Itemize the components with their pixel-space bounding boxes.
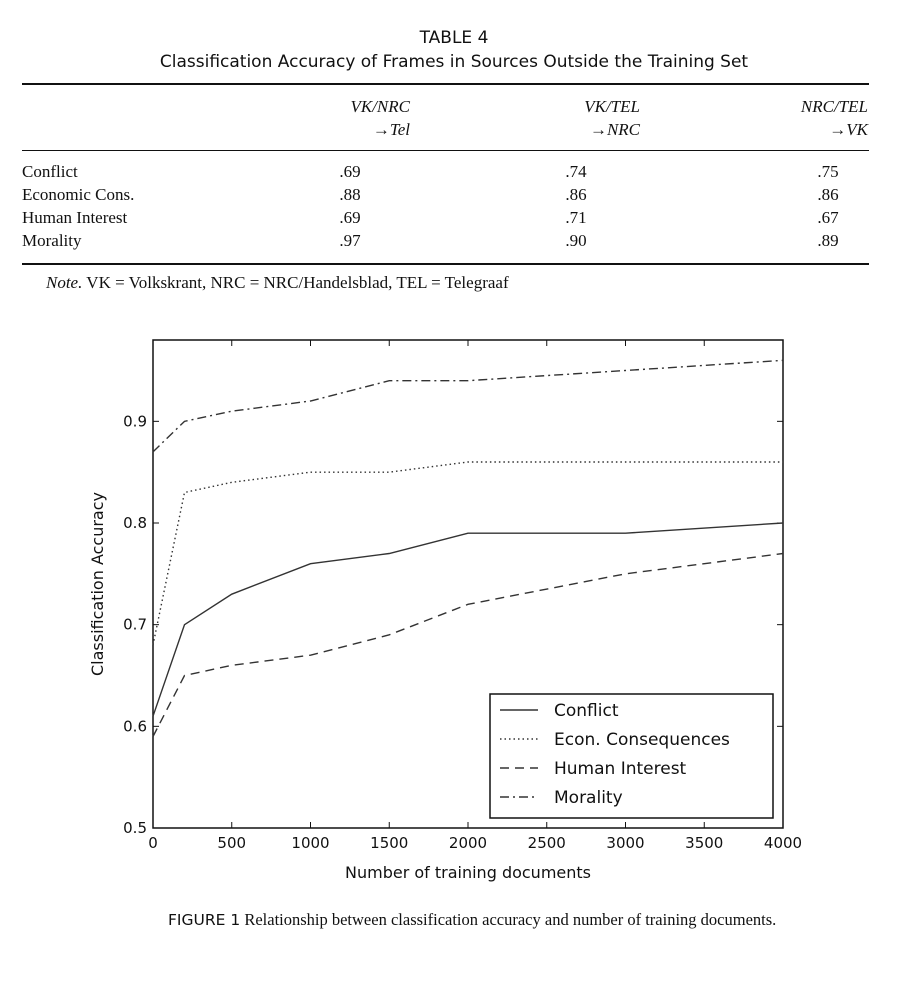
row-label-economic: Economic Cons.: [22, 185, 135, 204]
table-cell: .69: [339, 162, 361, 181]
x-tick-label: 4000: [764, 834, 802, 852]
table-note: Note. VK = Volkskrant, NRC = NRC/Handels…: [46, 273, 509, 293]
y-tick-label: 0.7: [123, 616, 147, 634]
table-cell: .74: [565, 162, 587, 181]
row-label-morality: Morality: [22, 231, 82, 250]
table-cell: .88: [339, 185, 361, 204]
row-label-conflict: Conflict: [22, 162, 78, 181]
x-tick-label: 2500: [528, 834, 566, 852]
series-line-econ-consequences: [152, 461, 783, 646]
table-header-rule: [22, 150, 869, 151]
series-line-human-interest: [152, 552, 784, 737]
col-header-3-line2: →VK: [829, 120, 868, 139]
x-tick-label: 2000: [449, 834, 487, 852]
legend-label: Econ. Consequences: [554, 730, 730, 750]
y-tick-label: 0.8: [123, 514, 147, 532]
x-tick-label: 3000: [606, 834, 644, 852]
note-label: Note.: [46, 273, 83, 292]
x-axis-label: Number of training documents: [345, 863, 591, 882]
note-text: VK = Volkskrant, NRC = NRC/Handelsblad, …: [82, 273, 509, 292]
table-bottom-rule: [22, 263, 869, 265]
table-cell: .75: [817, 162, 839, 181]
figure-chart: 0 500 1000 1500 2000 2500 3000 3500 4000 0.5 0.6 0.…: [88, 339, 802, 882]
x-tick-label: 0: [148, 834, 158, 852]
table-top-rule: [22, 83, 869, 85]
x-tick-label: 1000: [291, 834, 329, 852]
legend-label: Conflict: [554, 701, 619, 721]
series-group: [152, 359, 784, 737]
y-tick-label: 0.6: [123, 717, 147, 735]
table-label: TABLE 4: [419, 28, 489, 48]
axis-ticks: 0 500 1000 1500 2000 2500 3000 3500 4000 0.5 0.6 0.…: [123, 340, 802, 852]
col-header-2-line1: VK/TEL: [584, 97, 640, 116]
col-header-1-line2: →Tel: [372, 120, 410, 139]
table-cell: .97: [339, 231, 361, 250]
y-axis-label: Classification Accuracy: [88, 492, 107, 676]
col-header-3-line1: NRC/TEL: [800, 97, 868, 116]
table-cell: .71: [565, 208, 587, 227]
table-cell: .69: [339, 208, 361, 227]
col-header-2-line2: →NRC: [589, 120, 640, 139]
row-label-human-interest: Human Interest: [22, 208, 128, 227]
table-cell: .67: [817, 208, 839, 227]
x-tick-label: 3500: [685, 834, 723, 852]
series-line-conflict: [152, 522, 784, 717]
figure-caption: FIGURE 1 Relationship between classifica…: [168, 908, 788, 932]
col-header-1-line1: VK/NRC: [350, 97, 410, 116]
caption-text: Relationship between classification accu…: [240, 910, 777, 929]
legend-label: Human Interest: [554, 759, 687, 779]
y-tick-label: 0.5: [123, 819, 147, 837]
table-title: Classification Accuracy of Frames in Sou…: [159, 52, 749, 72]
table-cell: .86: [565, 185, 587, 204]
table-cell: .86: [817, 185, 839, 204]
table-cell: .90: [565, 231, 587, 250]
legend-box: [489, 693, 774, 819]
x-tick-label: 1500: [370, 834, 408, 852]
legend: Conflict Econ. Consequences Human Interest…: [489, 693, 774, 819]
series-line-morality: [152, 359, 784, 453]
table-cell: .89: [817, 231, 839, 250]
x-tick-label: 500: [217, 834, 246, 852]
caption-label: FIGURE 1: [168, 911, 241, 929]
legend-label: Morality: [554, 788, 623, 808]
y-tick-label: 0.9: [123, 412, 147, 430]
